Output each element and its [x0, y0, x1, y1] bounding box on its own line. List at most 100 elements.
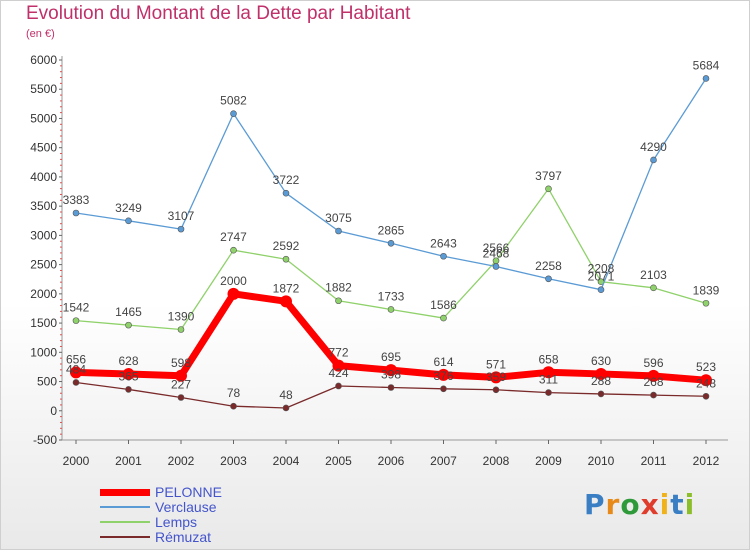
legend-swatch [100, 536, 150, 538]
data-label-remuzat: 376 [433, 369, 453, 383]
data-label-lemps: 1733 [378, 289, 405, 303]
data-label-pelonne: 1872 [273, 281, 300, 295]
data-label-remuzat: 398 [381, 368, 401, 382]
data-point-verclause [650, 156, 657, 164]
x-tick-label: 2012 [693, 454, 720, 468]
data-label-remuzat: 227 [171, 377, 191, 391]
data-label-lemps: 3797 [535, 169, 562, 183]
data-point-pelonne [595, 367, 607, 380]
x-tick-label: 2007 [430, 454, 457, 468]
data-point-remuzat [650, 391, 657, 399]
legend-label: Rémuzat [155, 529, 212, 545]
data-label-lemps: 1542 [63, 301, 90, 315]
data-label-pelonne: 658 [538, 352, 558, 366]
data-point-pelonne [647, 369, 660, 382]
data-point-remuzat [177, 394, 185, 401]
data-label-pelonne: 656 [66, 352, 86, 366]
legend-swatch [100, 521, 150, 523]
y-tick-label: 4500 [30, 141, 57, 155]
data-label-remuzat: 78 [227, 386, 241, 400]
data-label-remuzat: 484 [66, 362, 86, 376]
x-tick-label: 2008 [483, 454, 510, 468]
data-label-remuzat: 48 [279, 388, 293, 402]
data-point-lemps [650, 284, 657, 292]
x-tick-label: 2004 [273, 454, 300, 468]
data-label-pelonne: 695 [381, 350, 401, 364]
y-tick-label: 4000 [30, 170, 57, 184]
data-point-remuzat [72, 379, 80, 386]
x-tick-label: 2009 [535, 454, 562, 468]
logo-letter: i [684, 488, 696, 521]
data-point-verclause [72, 209, 80, 217]
data-label-verclause: 2643 [430, 236, 457, 250]
data-label-remuzat: 311 [539, 373, 558, 387]
y-tick-label: 5500 [30, 82, 57, 96]
data-point-pelonne [700, 374, 712, 387]
data-label-remuzat: 365 [118, 369, 138, 383]
data-point-verclause [230, 110, 237, 117]
data-point-lemps [387, 306, 395, 313]
data-label-verclause: 3075 [325, 211, 352, 225]
legend-label: PELONNE [155, 484, 222, 500]
y-tick-label: 3500 [30, 199, 57, 213]
data-label-remuzat: 288 [591, 374, 611, 388]
data-label-verclause: 2258 [535, 259, 562, 273]
data-label-verclause: 5082 [220, 94, 247, 108]
data-label-verclause: 3383 [63, 193, 90, 207]
data-label-pelonne: 630 [591, 354, 611, 368]
data-point-pelonne [542, 366, 555, 379]
data-point-verclause [282, 189, 290, 197]
data-point-remuzat [492, 386, 500, 394]
logo-letter: t [670, 488, 685, 521]
data-label-verclause: 3107 [168, 209, 195, 223]
data-point-verclause [545, 275, 552, 283]
x-tick-label: 2000 [63, 454, 90, 468]
data-label-lemps: 2208 [588, 262, 615, 276]
data-label-lemps: 2103 [640, 268, 667, 282]
legend-label: Verclause [155, 499, 217, 515]
y-tick-label: 1000 [30, 345, 57, 359]
y-tick-label: 6000 [30, 53, 57, 67]
data-point-verclause [702, 75, 710, 82]
data-label-remuzat: 268 [643, 375, 663, 389]
data-point-pelonne [227, 287, 240, 300]
data-point-remuzat [545, 389, 552, 396]
data-point-pelonne [175, 369, 187, 382]
data-label-lemps: 1586 [430, 298, 457, 312]
data-label-lemps: 2747 [220, 230, 247, 244]
data-label-pelonne: 598 [171, 356, 191, 370]
y-tick-label: 1500 [30, 316, 57, 330]
data-point-lemps [335, 297, 342, 305]
data-point-verclause [125, 217, 132, 225]
data-point-lemps [177, 326, 185, 333]
data-label-pelonne: 596 [643, 356, 663, 370]
data-point-verclause [492, 263, 500, 270]
data-label-verclause: 2071 [588, 270, 615, 284]
data-point-remuzat [702, 392, 710, 400]
data-point-remuzat [125, 386, 132, 393]
data-label-lemps: 2566 [483, 241, 510, 255]
data-label-lemps: 1839 [693, 283, 720, 297]
data-point-lemps [545, 185, 552, 193]
y-tick-label: 0 [50, 404, 57, 418]
data-point-remuzat [282, 404, 290, 412]
data-label-lemps: 2592 [273, 239, 300, 253]
data-label-lemps: 1390 [168, 310, 195, 324]
data-label-pelonne: 2000 [220, 274, 247, 288]
data-point-lemps [125, 321, 132, 329]
data-label-verclause: 2468 [483, 246, 510, 260]
data-point-lemps [72, 317, 80, 324]
data-point-lemps [282, 255, 290, 263]
logo-letter: o [620, 488, 641, 521]
data-point-lemps [702, 299, 710, 307]
x-tick-label: 2010 [588, 454, 615, 468]
logo-letter: r [605, 488, 621, 521]
data-point-remuzat [440, 385, 447, 393]
data-label-pelonne: 628 [118, 354, 138, 368]
data-label-lemps: 1882 [325, 281, 352, 295]
data-point-verclause [440, 252, 447, 260]
x-tick-label: 2003 [220, 454, 247, 468]
data-label-remuzat: 248 [696, 376, 716, 390]
y-tick-label: 500 [37, 375, 57, 389]
